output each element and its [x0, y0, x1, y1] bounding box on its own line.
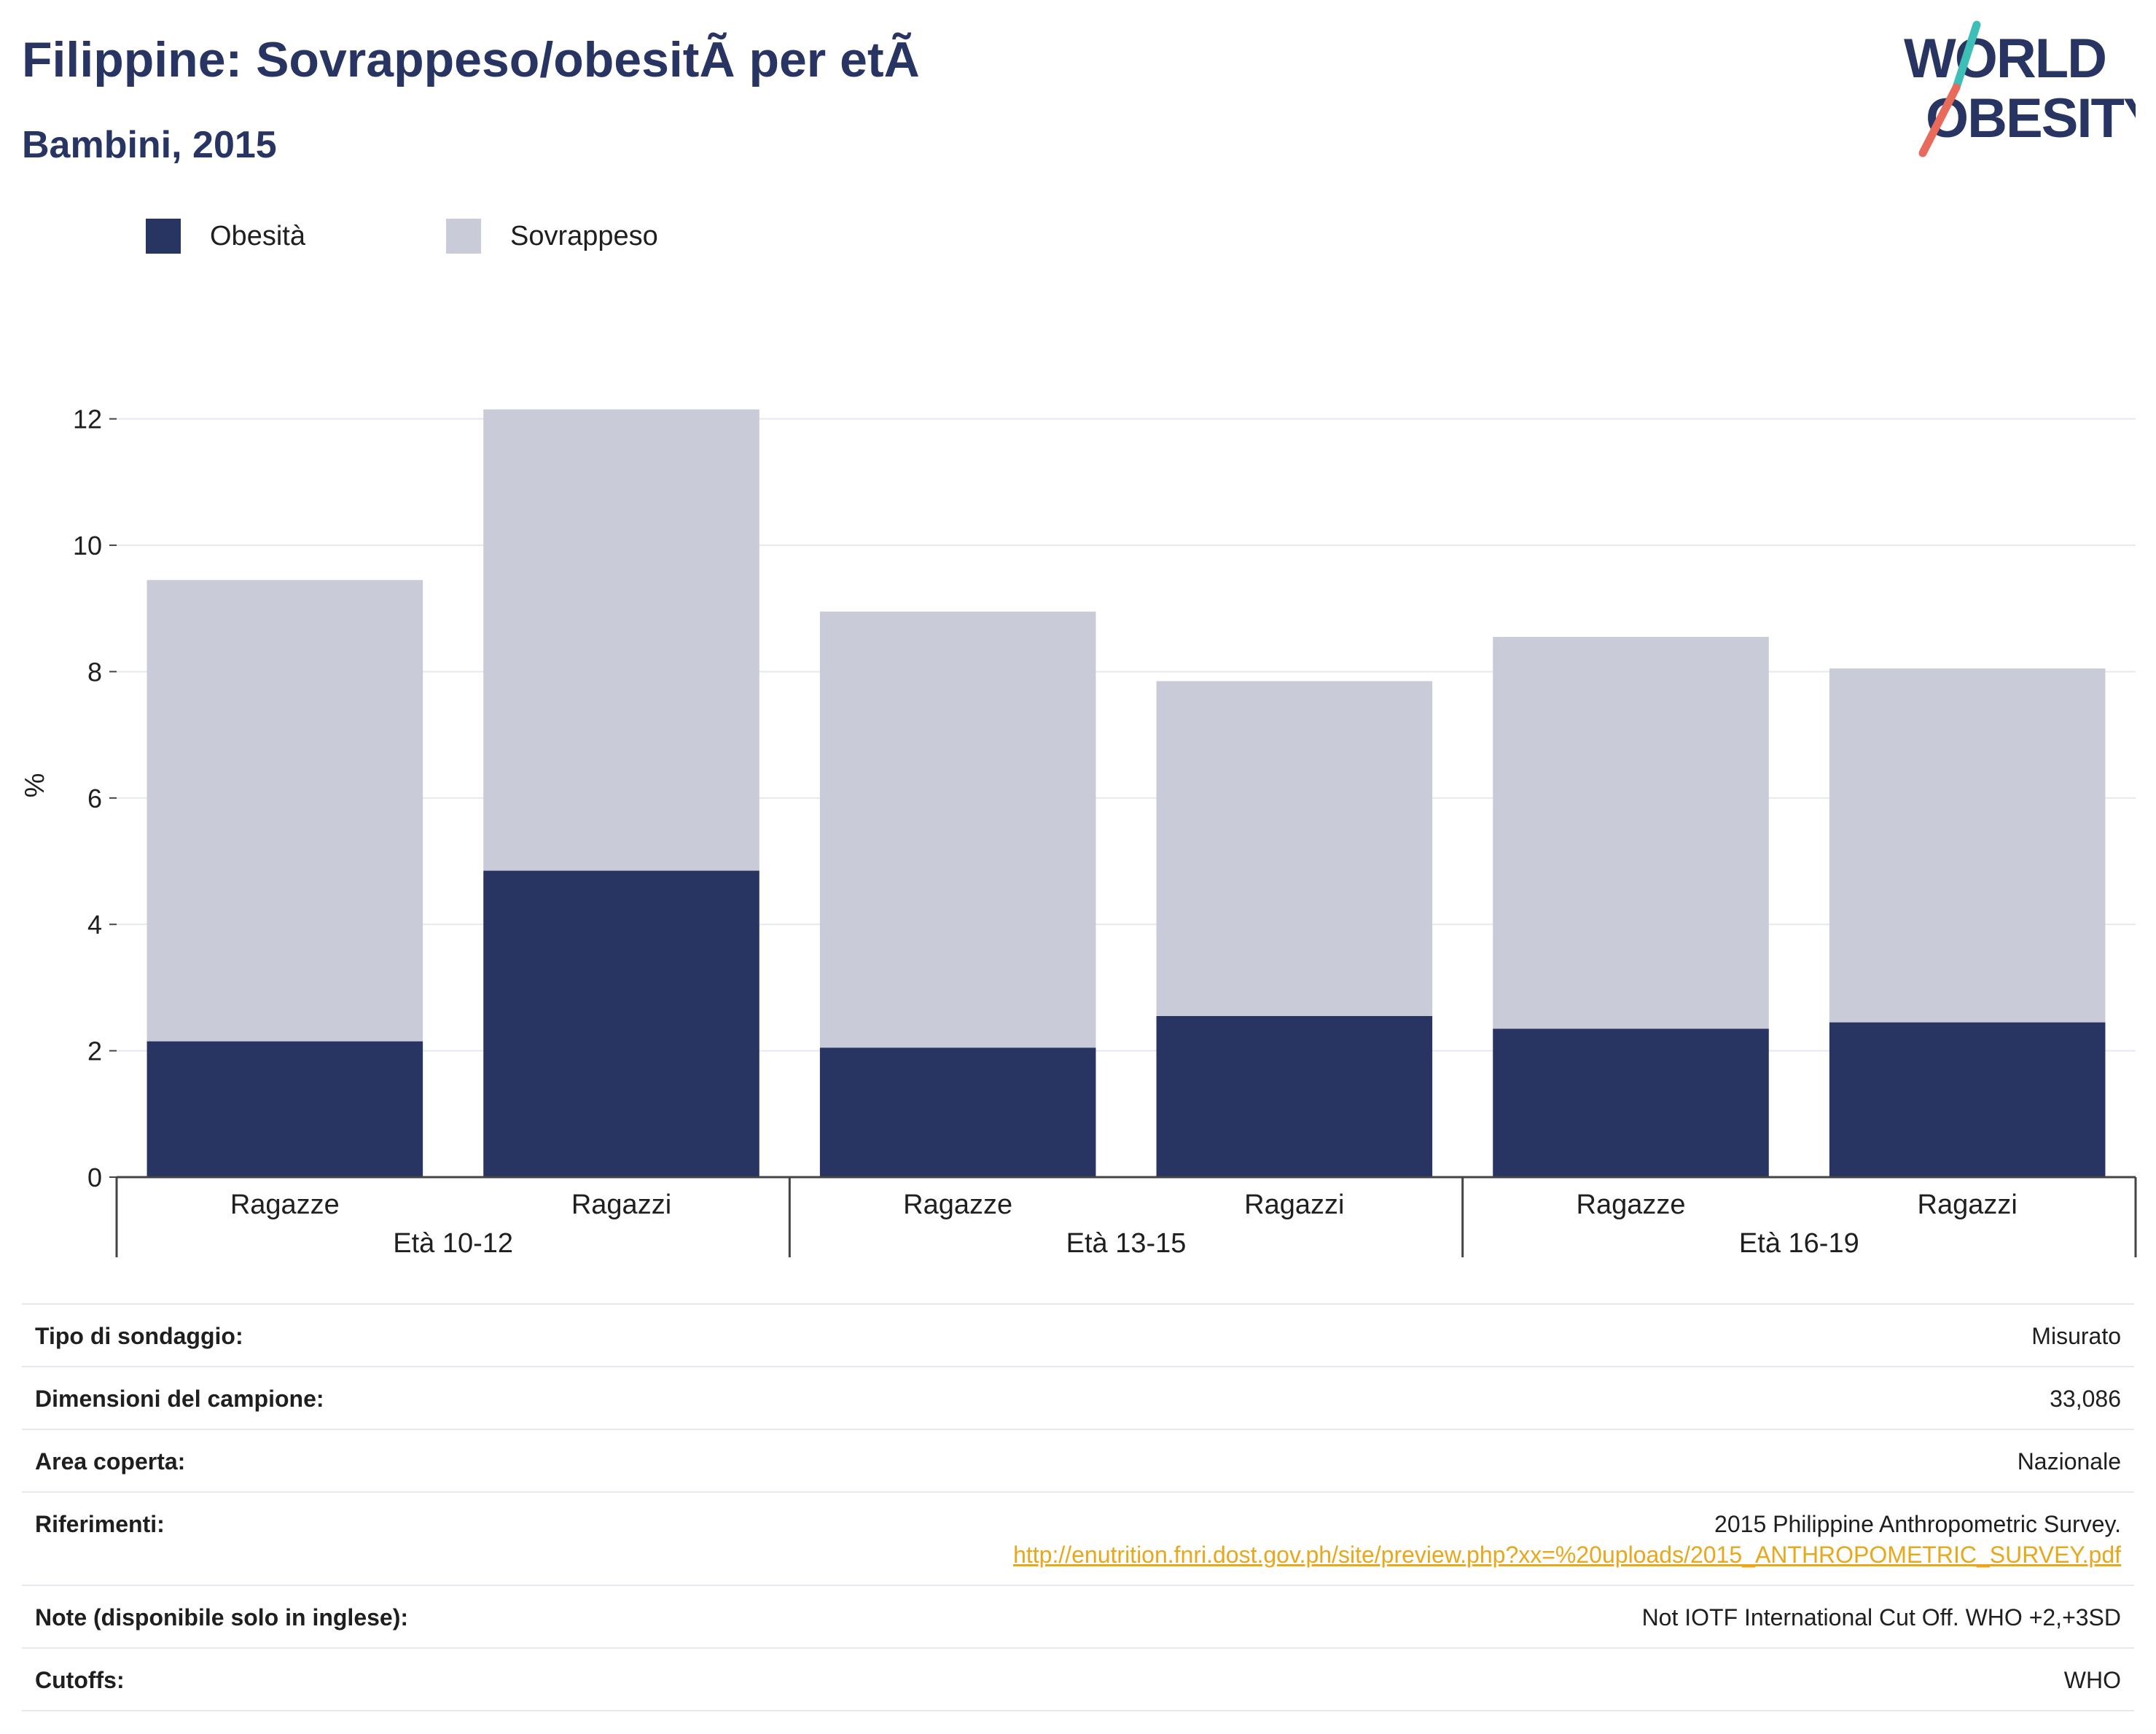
x-group-label: Età 16-19	[1739, 1228, 1859, 1259]
bar-segment-obesita	[147, 1041, 423, 1177]
meta-row-notes: Note (disponibile solo in inglese): Not …	[22, 1586, 2134, 1649]
meta-label: Riferimenti:	[35, 1511, 165, 1537]
stacked-bar-chart: 0 2 4 6 8 10 12% Ragazze Ragazzi Ragazze Ragazzi Ra…	[20, 405, 2137, 1259]
meta-label: Note (disponibile solo in inglese):	[35, 1604, 409, 1630]
bar-segment-sovrappeso	[1829, 668, 2106, 1023]
bar-segment-sovrappeso	[147, 579, 423, 1042]
x-category-label: Ragazzi	[1244, 1190, 1344, 1220]
meta-label: Tipo di sondaggio:	[35, 1323, 243, 1349]
y-tick-label: 6	[87, 784, 102, 813]
x-category-label: Ragazze	[903, 1190, 1012, 1220]
meta-label: Dimensioni del campione:	[35, 1386, 324, 1412]
legend-item-sovrappeso: Sovrappeso	[446, 217, 658, 255]
meta-value: Misurato	[2031, 1323, 2121, 1349]
meta-label: Cutoffs:	[35, 1667, 125, 1693]
meta-value: Not IOTF International Cut Off. WHO +2,+…	[1641, 1604, 2121, 1630]
x-category-label: Ragazze	[230, 1190, 340, 1220]
meta-value: Nazionale	[2017, 1448, 2121, 1475]
chart-title: Filippine: Sovrappeso/obesitÃ per etÃ	[22, 32, 920, 87]
meta-label: Area coperta:	[35, 1448, 186, 1475]
logo-line1: WORLD	[1904, 28, 2106, 90]
logo-line2: OBESITY	[1926, 87, 2136, 149]
bar-segment-obesita	[1829, 1022, 2106, 1177]
bar-segment-obesita	[483, 870, 759, 1177]
legend-label-obesita: Obesità	[210, 220, 305, 251]
bar-segment-sovrappeso	[819, 612, 1096, 1048]
meta-value: WHO	[2063, 1667, 2121, 1693]
meta-row-cutoffs: Cutoffs: WHO	[22, 1649, 2134, 1711]
y-tick-label: 4	[87, 910, 102, 940]
y-tick-label: 0	[87, 1163, 102, 1192]
y-tick-label: 8	[87, 657, 102, 687]
bar-segment-obesita	[819, 1047, 1096, 1177]
meta-row-survey-type: Tipo di sondaggio: Misurato	[22, 1305, 2134, 1367]
bar-segment-obesita	[1493, 1028, 1769, 1177]
meta-row-area: Area coperta: Nazionale	[22, 1430, 2134, 1493]
x-group-label: Età 10-12	[393, 1228, 513, 1259]
x-category-label: Ragazzi	[1918, 1190, 2018, 1220]
meta-value: 2015 Philippine Anthropometric Survey. h…	[1013, 1509, 2121, 1570]
y-tick-label: 10	[73, 531, 102, 561]
y-tick-label: 12	[73, 405, 102, 434]
legend-label-sovrappeso: Sovrappeso	[510, 220, 658, 251]
meta-row-sample-size: Dimensioni del campione: 33,086	[22, 1367, 2134, 1430]
world-obesity-logo: WORLD OBESITY	[1904, 20, 2136, 157]
x-category-label: Ragazze	[1577, 1190, 1686, 1220]
logo-slash-top	[1952, 20, 1981, 92]
reference-text: 2015 Philippine Anthropometric Survey.	[1714, 1511, 2121, 1537]
reference-link[interactable]: http://enutrition.fnri.dost.gov.ph/site/…	[1013, 1542, 2121, 1568]
meta-row-references: Riferimenti: 2015 Philippine Anthropomet…	[22, 1493, 2134, 1586]
bar-segment-sovrappeso	[1156, 681, 1433, 1016]
logo-slash-bottom	[1918, 83, 1961, 157]
meta-value: 33,086	[2050, 1386, 2121, 1412]
bar-segment-sovrappeso	[1493, 636, 1769, 1029]
y-axis-label: %	[20, 773, 50, 798]
survey-metadata-table: Tipo di sondaggio: Misurato Dimensioni d…	[22, 1303, 2134, 1711]
legend-swatch-sovrappeso	[446, 219, 481, 254]
chart-subtitle: Bambini, 2015	[22, 124, 277, 166]
y-tick-label: 2	[87, 1036, 102, 1066]
legend-item-obesita: Obesità	[146, 217, 305, 255]
bar-segment-sovrappeso	[483, 409, 759, 871]
bar-segment-obesita	[1156, 1015, 1433, 1177]
legend-swatch-obesita	[146, 219, 181, 254]
x-group-label: Età 13-15	[1066, 1228, 1187, 1259]
x-category-label: Ragazzi	[571, 1190, 671, 1220]
